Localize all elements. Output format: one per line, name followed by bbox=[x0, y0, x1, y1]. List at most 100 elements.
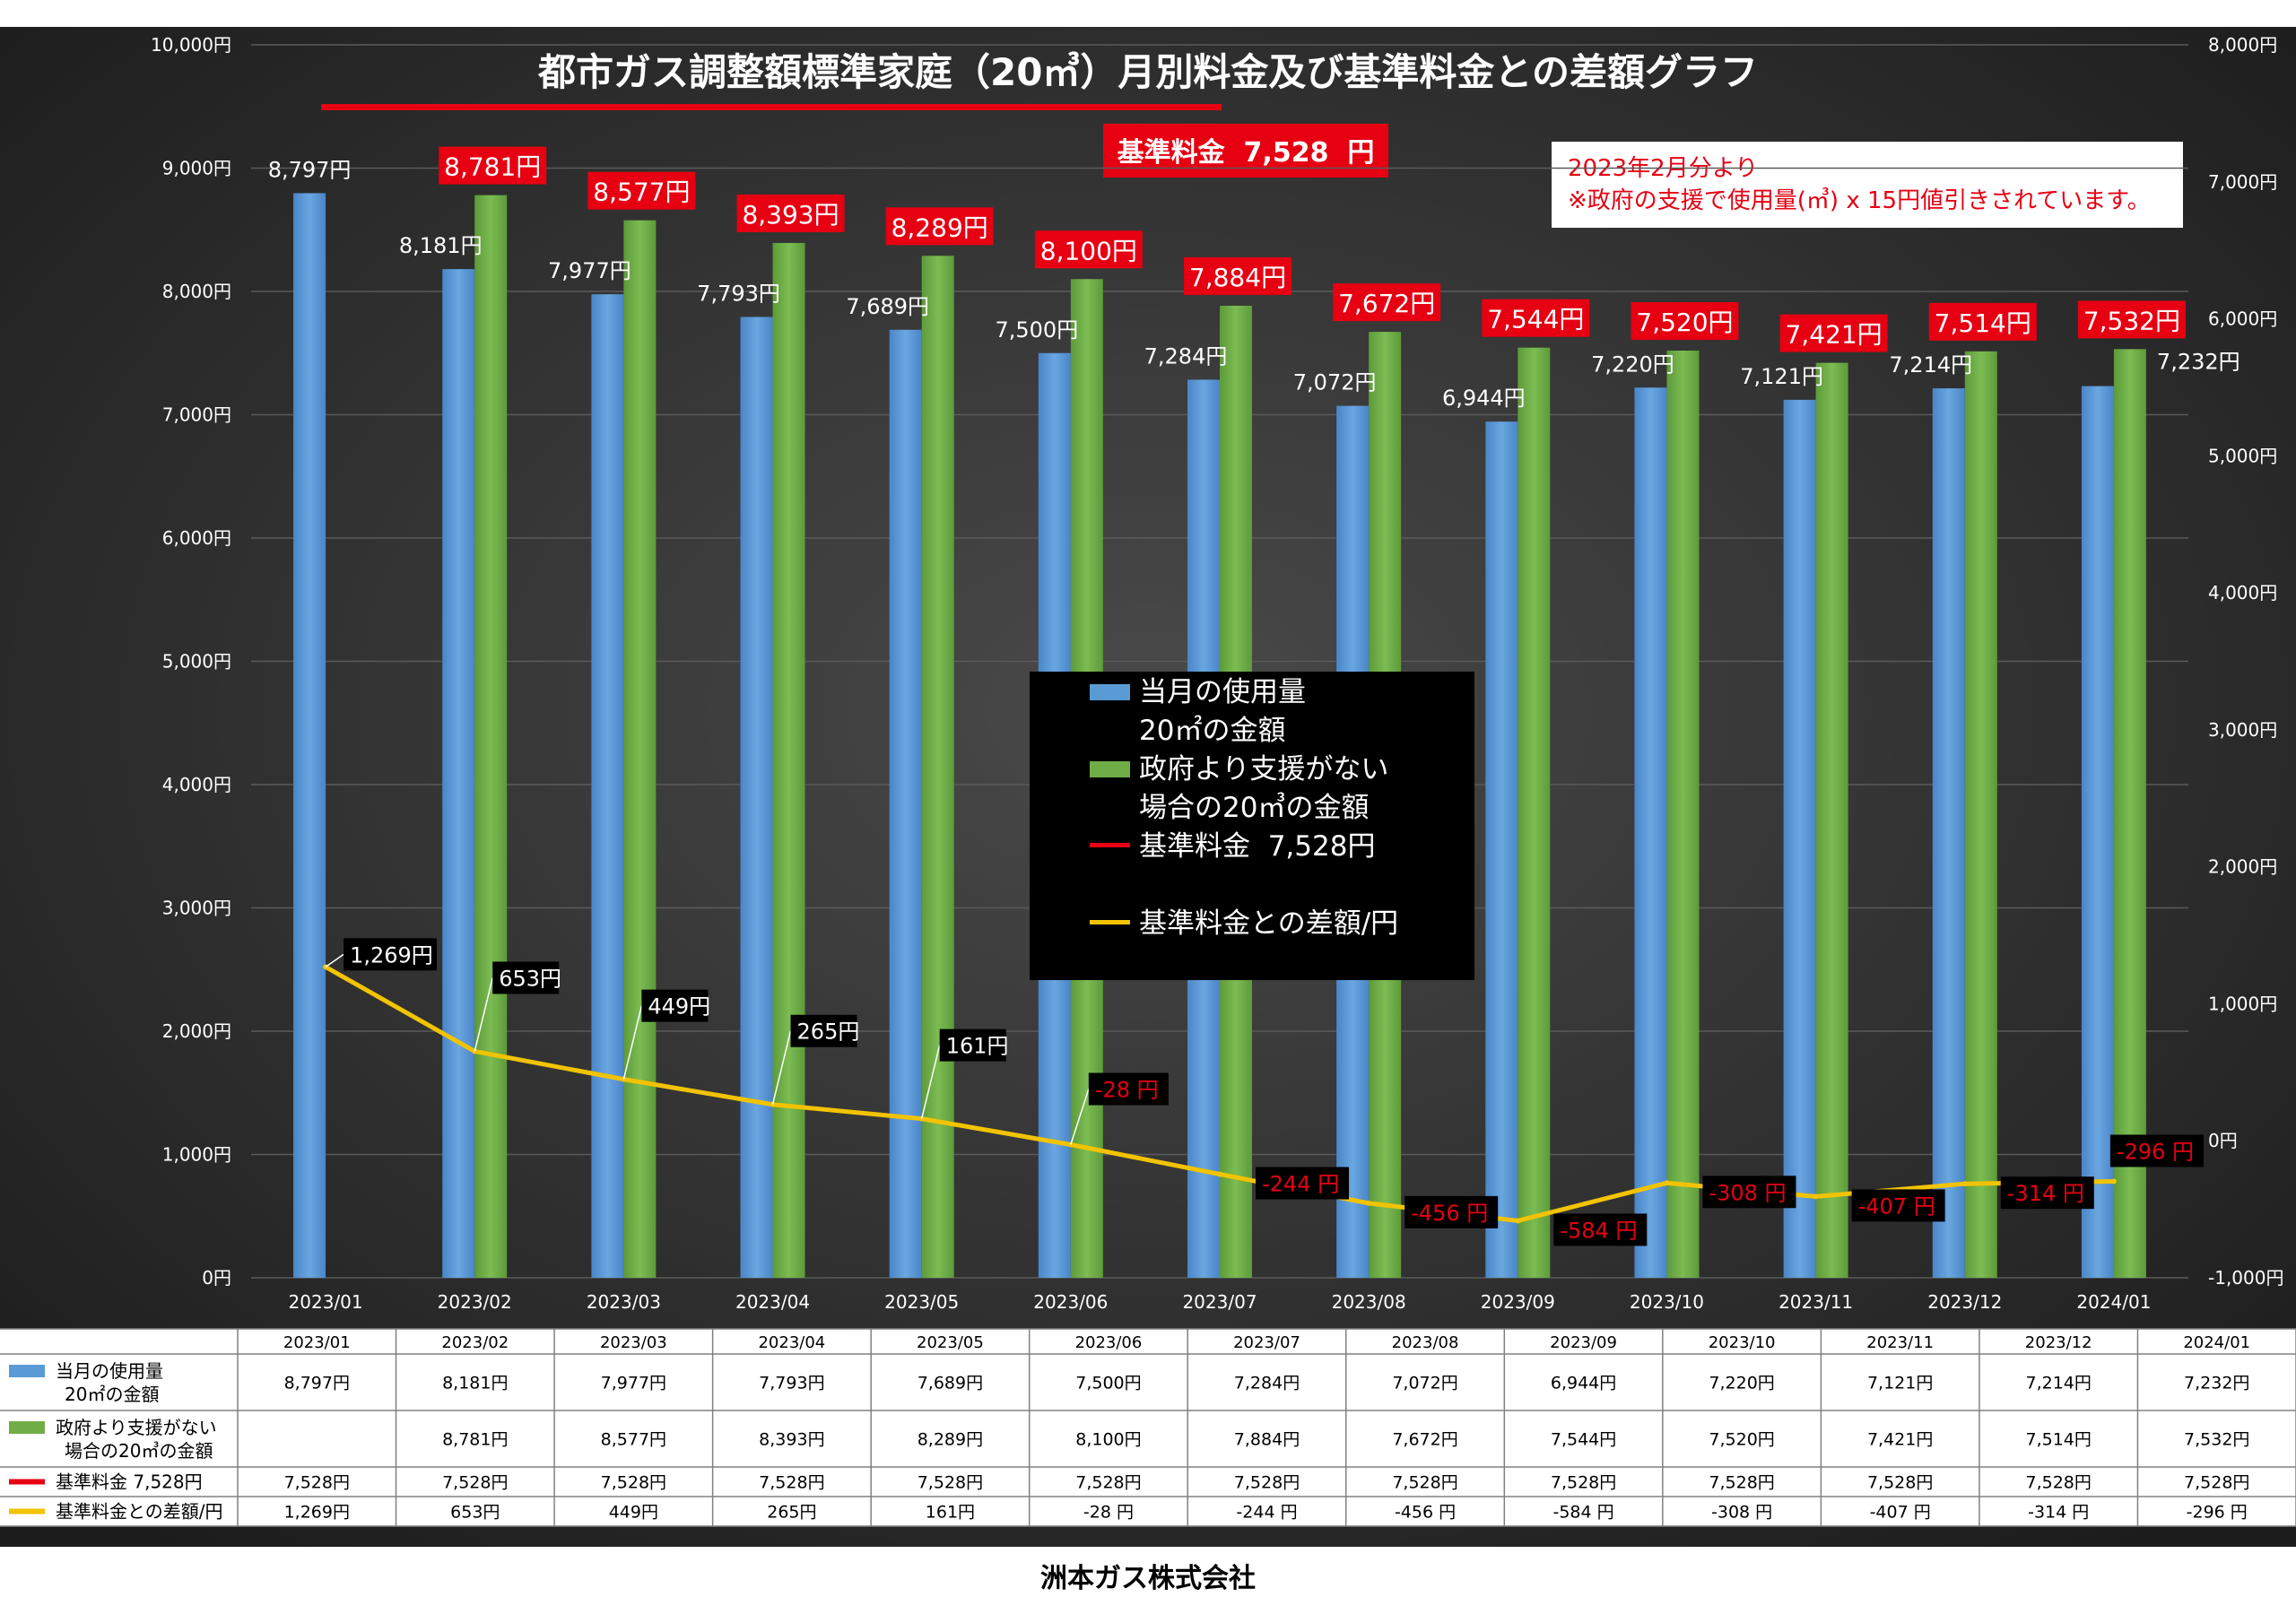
table-header-cell: 2023/09 bbox=[1550, 1333, 1617, 1352]
y2-tick-label: 5,000円 bbox=[2208, 445, 2277, 466]
difference-leader bbox=[771, 1030, 792, 1105]
table-header-cell: 2023/12 bbox=[2025, 1333, 2092, 1352]
table-cell: 7,514円 bbox=[2025, 1430, 2091, 1450]
bar-blue bbox=[293, 193, 326, 1279]
green-data-label: 7,884円 bbox=[1189, 263, 1286, 292]
table-cell: 7,214円 bbox=[2025, 1374, 2091, 1393]
blue-data-label: 7,689円 bbox=[846, 294, 929, 319]
difference-label-box bbox=[492, 961, 560, 994]
y2-tick-label: 1,000円 bbox=[2208, 993, 2277, 1014]
legend-blue-label-2: 20㎡の金額 bbox=[1139, 715, 1285, 747]
blue-data-label: 7,121円 bbox=[1740, 364, 1823, 389]
green-data-label-box bbox=[2077, 300, 2186, 339]
x-tick-label: 2023/07 bbox=[1182, 1291, 1257, 1313]
y-tick-label: 3,000円 bbox=[162, 898, 231, 919]
green-data-label-box bbox=[1779, 314, 1888, 352]
table-header-cell: 2023/08 bbox=[1392, 1333, 1459, 1352]
table-cell: -314 円 bbox=[2028, 1503, 2089, 1523]
table-row-label: 20㎡の金額 bbox=[65, 1384, 159, 1405]
difference-leader bbox=[1070, 1089, 1090, 1145]
table-header-cell: 2023/07 bbox=[1233, 1333, 1300, 1352]
table-row-swatch bbox=[9, 1479, 45, 1485]
difference-label: -407 円 bbox=[1858, 1193, 1935, 1219]
legend-yellow-label: 基準料金との差額/円 bbox=[1139, 907, 1398, 940]
table-cell: 7,793円 bbox=[759, 1374, 824, 1393]
table-cell: -456 円 bbox=[1395, 1503, 1456, 1523]
legend: 当月の使用量 20㎡の金額 政府より支援がない 場合の20㎥の金額 基準料金 7… bbox=[1030, 672, 1474, 980]
bar-blue bbox=[740, 317, 773, 1278]
x-tick-label: 2024/01 bbox=[2076, 1291, 2151, 1313]
table-cell: -407 円 bbox=[1870, 1503, 1931, 1523]
table-cell: -244 円 bbox=[1236, 1503, 1297, 1523]
table-row-label: 場合の20㎥の金額 bbox=[65, 1440, 213, 1462]
blue-data-label: 7,220円 bbox=[1591, 352, 1674, 377]
green-data-label: 7,532円 bbox=[2083, 306, 2180, 335]
table-header-cell: 2023/01 bbox=[283, 1333, 351, 1352]
table-header-cell: 2023/06 bbox=[1075, 1333, 1143, 1352]
y-tick-label: 6,000円 bbox=[162, 527, 231, 549]
green-data-label-box bbox=[885, 207, 994, 246]
table-cell: 7,528円 bbox=[1551, 1473, 1616, 1493]
table-cell: 7,977円 bbox=[601, 1374, 666, 1393]
difference-label-box bbox=[641, 989, 709, 1022]
table-cell: 7,528円 bbox=[284, 1473, 350, 1493]
blue-data-label: 6,944円 bbox=[1442, 386, 1526, 411]
difference-label: 449円 bbox=[648, 994, 710, 1020]
y2-tick-label: 3,000円 bbox=[2208, 719, 2277, 741]
green-data-label-box bbox=[1928, 302, 2037, 341]
y-tick-label: 2,000円 bbox=[162, 1020, 231, 1042]
subsidy-note-line2: ※政府の支援で使用量(㎥) x 15円値引きされています。 bbox=[1568, 187, 2151, 214]
table-cell: -584 円 bbox=[1552, 1503, 1613, 1523]
company-name: 洲本ガス株式会社 bbox=[1040, 1563, 1256, 1594]
table-cell: 7,500円 bbox=[1075, 1374, 1141, 1393]
x-tick-label: 2023/11 bbox=[1779, 1291, 1853, 1313]
table-cell: 6,944円 bbox=[1551, 1374, 1616, 1393]
green-data-label-box bbox=[1482, 299, 1590, 337]
difference-leader bbox=[920, 1045, 941, 1119]
table-cell: 8,577円 bbox=[601, 1430, 666, 1450]
difference-label: -584 円 bbox=[1560, 1218, 1637, 1243]
y-tick-label: 10,000円 bbox=[151, 34, 231, 56]
legend-red-label: 基準料金 7,528円 bbox=[1139, 830, 1375, 863]
table-cell: 7,528円 bbox=[1709, 1473, 1774, 1493]
y-tick-label: 4,000円 bbox=[162, 774, 231, 795]
table-header-cell: 2023/02 bbox=[441, 1333, 509, 1352]
green-data-label: 8,577円 bbox=[593, 178, 690, 207]
table-cell: 8,100円 bbox=[1075, 1430, 1141, 1450]
table-cell: 7,528円 bbox=[918, 1473, 983, 1493]
blue-data-label: 7,232円 bbox=[2157, 349, 2240, 374]
table-cell: 7,232円 bbox=[2184, 1374, 2249, 1393]
green-data-label-box bbox=[1631, 302, 1739, 340]
x-tick-label: 2023/05 bbox=[884, 1291, 959, 1313]
table-cell: 1,269円 bbox=[284, 1503, 350, 1523]
y2-tick-label: 2,000円 bbox=[2208, 856, 2277, 878]
difference-label: 265円 bbox=[797, 1020, 860, 1045]
table-cell: 265円 bbox=[767, 1503, 816, 1523]
green-data-label: 7,672円 bbox=[1338, 289, 1435, 318]
y2-tick-label: 7,000円 bbox=[2208, 171, 2277, 193]
green-data-label-box bbox=[1034, 230, 1143, 269]
table-cell: 7,528円 bbox=[2184, 1473, 2249, 1493]
difference-label: 161円 bbox=[946, 1034, 1009, 1059]
x-tick-label: 2023/02 bbox=[438, 1291, 512, 1313]
difference-label: -314 円 bbox=[2007, 1181, 2084, 1206]
y-tick-label: 1,000円 bbox=[162, 1144, 231, 1166]
legend-green-swatch bbox=[1090, 761, 1130, 777]
x-tick-label: 2023/08 bbox=[1332, 1291, 1406, 1313]
difference-point bbox=[1813, 1193, 1819, 1200]
difference-label-box bbox=[2000, 1176, 2094, 1210]
table-cell: 8,181円 bbox=[442, 1374, 508, 1393]
legend-box bbox=[1030, 672, 1474, 980]
table-row-swatch bbox=[9, 1508, 45, 1515]
difference-label: -244 円 bbox=[1262, 1172, 1339, 1197]
bar-blue bbox=[1485, 421, 1518, 1278]
table-row-swatch bbox=[9, 1365, 45, 1377]
bar-green bbox=[623, 220, 657, 1279]
bar-green bbox=[2113, 349, 2146, 1279]
y2-tick-label: 0円 bbox=[2208, 1130, 2238, 1151]
green-data-label-box bbox=[439, 146, 547, 185]
table-background bbox=[0, 1329, 2296, 1526]
difference-label: -456 円 bbox=[1411, 1201, 1488, 1226]
table-cell: 8,781円 bbox=[442, 1430, 508, 1450]
legend-red-swatch bbox=[1090, 843, 1130, 847]
